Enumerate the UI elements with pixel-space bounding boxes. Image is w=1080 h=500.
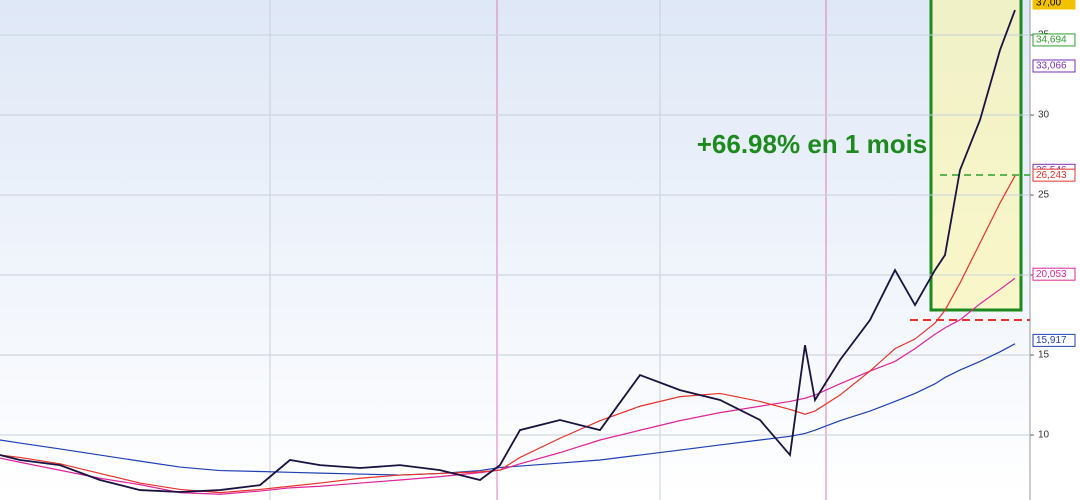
highlight-box [929,0,1023,312]
price-label: 20,053 [1036,269,1067,280]
price-label-box [1032,33,1076,47]
plot-background [0,0,1030,500]
axis-background [1030,0,1080,500]
y-tick-label: 25 [1038,190,1050,201]
price-label: 34,694 [1036,35,1067,46]
y-axis: 10152025303537,0034,69433,06626,54626,24… [1030,0,1076,441]
price-label-box [1032,267,1076,281]
price-label: 37,00 [1036,0,1061,9]
price-label-box [1032,333,1076,347]
price-label: 15,917 [1036,335,1067,346]
y-tick-label: 15 [1038,350,1050,361]
price-label-box [1032,0,1076,10]
price-line [0,9,1016,493]
price-label: 26,243 [1036,170,1067,181]
grid [0,34,1030,436]
y-tick-label: 10 [1038,430,1050,441]
y-tick-label: 30 [1038,110,1050,121]
annotation: +66.98% en 1 mois [697,129,928,159]
price-line [0,277,1016,495]
series [0,9,1016,495]
price-label: 33,066 [1036,61,1067,72]
price-line [0,343,1016,476]
price-label-box [1032,59,1076,73]
price-label-box [1032,168,1076,182]
